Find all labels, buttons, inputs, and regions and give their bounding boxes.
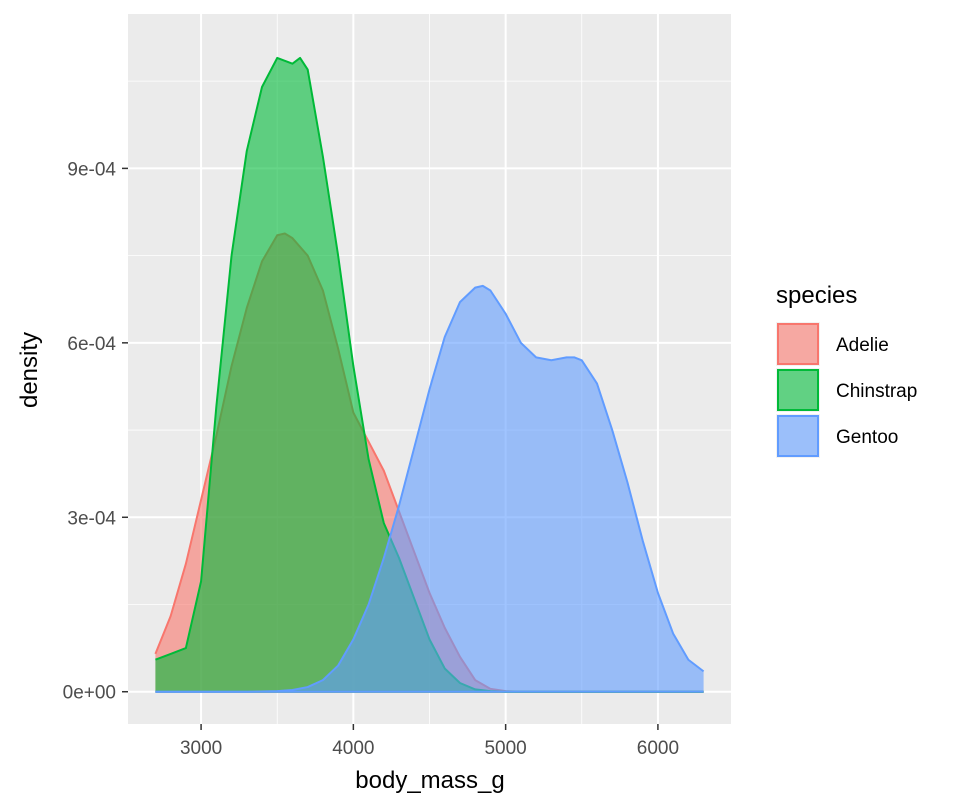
legend-swatch-gentoo: [777, 415, 819, 457]
x-tick-label: 3000: [180, 738, 222, 759]
x-axis: 3000 4000 5000 6000: [180, 724, 679, 759]
legend-label-chinstrap: Chinstrap: [836, 381, 917, 402]
y-tick-label: 9e-04: [67, 159, 116, 180]
x-tick-label: 4000: [332, 738, 374, 759]
y-axis: 0e+00 3e-04 6e-04 9e-04: [63, 159, 128, 704]
gentoo-density-area: [155, 285, 704, 692]
y-tick-label: 6e-04: [67, 334, 116, 355]
legend-swatch-adelie: [777, 323, 819, 365]
chinstrap-density-area: [155, 57, 704, 692]
y-tick-label: 0e+00: [63, 683, 116, 704]
legend: species Adelie Chinstrap Gentoo: [776, 282, 917, 458]
gentoo-density-line: [155, 284, 705, 693]
y-tick-label: 3e-04: [67, 508, 116, 529]
y-axis-title: density: [16, 332, 43, 408]
legend-title: species: [776, 282, 857, 309]
legend-swatch-chinstrap: [777, 369, 819, 411]
x-tick-label: 6000: [637, 738, 679, 759]
legend-label-adelie: Adelie: [836, 335, 889, 356]
x-tick-label: 5000: [484, 738, 526, 759]
density-areas: [154, 56, 705, 693]
legend-label-gentoo: Gentoo: [836, 427, 898, 448]
x-axis-title: body_mass_g: [355, 767, 504, 794]
